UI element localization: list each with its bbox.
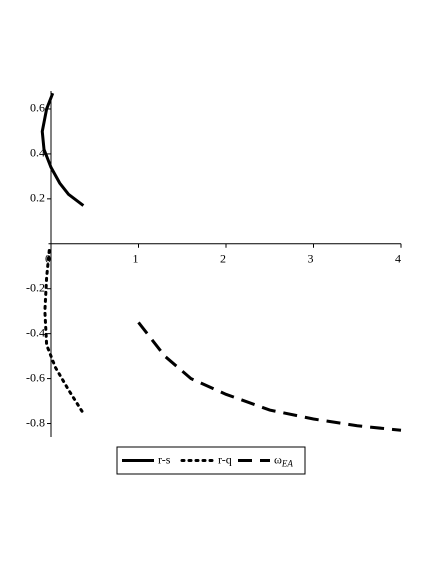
y-tick-label: -0.2 [26,280,45,294]
y-tick-label: 0.4 [30,146,45,160]
y-tick-label: 0.2 [30,191,45,205]
legend-label: r-s [158,452,171,466]
y-tick-label: 0.6 [30,101,45,115]
y-tick-label: -0.4 [26,325,45,339]
legend-name: r-q [218,452,232,466]
x-tick-label: 4 [395,252,401,266]
legend-name: ω [274,452,282,466]
legend-label: ωEA [274,452,293,468]
legend-subscript: EA [281,459,293,469]
x-tick-label: 3 [308,252,314,266]
legend-label: r-q [218,452,232,466]
line-series [40,92,85,207]
x-tick-label: 1 [133,252,139,266]
legend-name: r-s [158,452,171,466]
y-tick-label: -0.8 [26,415,45,429]
line-series [137,321,402,432]
x-tick-label: 2 [220,252,226,266]
line-series [43,249,85,415]
y-tick-label: -0.6 [26,370,45,384]
